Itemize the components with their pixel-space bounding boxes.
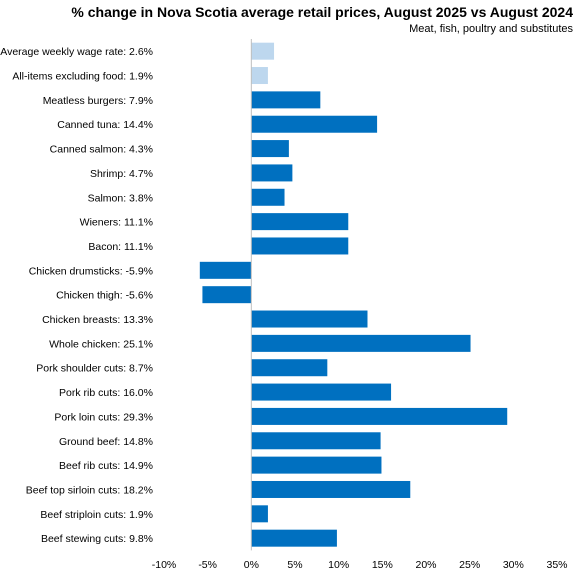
category-label: Average weekly wage rate: 2.6% <box>0 46 153 58</box>
category-label: All-items excluding food: 1.9% <box>12 71 153 83</box>
category-label: Bacon: 11.1% <box>88 241 153 253</box>
category-label: Chicken thigh: -5.6% <box>56 290 153 302</box>
category-label: Whole chicken: 25.1% <box>49 338 153 350</box>
x-tick-label: 5% <box>287 559 302 571</box>
category-label: Canned salmon: 4.3% <box>50 144 153 156</box>
x-tick-label: -5% <box>198 559 217 571</box>
category-label: Canned tuna: 14.4% <box>57 119 153 131</box>
bar <box>251 359 328 377</box>
category-label: Salmon: 3.8% <box>88 192 153 204</box>
category-label: Beef rib cuts: 14.9% <box>59 460 153 472</box>
category-label: Beef stewing cuts: 9.8% <box>41 533 153 545</box>
x-tick-label: 10% <box>328 559 349 571</box>
category-label: Beef striploin cuts: 1.9% <box>40 509 153 521</box>
category-label: Chicken drumsticks: -5.9% <box>29 265 153 277</box>
bar <box>251 407 508 425</box>
category-label: Pork rib cuts: 16.0% <box>59 387 153 399</box>
x-tick-label: 0% <box>244 559 259 571</box>
bar <box>251 432 381 450</box>
x-tick-label: 20% <box>415 559 436 571</box>
category-label: Ground beef: 14.8% <box>59 436 153 448</box>
bar <box>251 140 289 158</box>
chart-title: % change in Nova Scotia average retail p… <box>71 4 573 20</box>
bar <box>251 188 285 206</box>
bar <box>251 334 471 352</box>
chart-subtitle: Meat, fish, poultry and substitutes <box>409 23 573 35</box>
bar <box>251 213 349 231</box>
x-tick-label: 25% <box>459 559 480 571</box>
bar <box>202 286 252 304</box>
x-tick-label: 15% <box>372 559 393 571</box>
bars-group <box>199 42 508 547</box>
category-label: Pork loin cuts: 29.3% <box>54 411 153 423</box>
bar <box>251 115 378 133</box>
category-label: Shrimp: 4.7% <box>90 168 153 180</box>
category-label: Meatless burgers: 7.9% <box>43 95 153 107</box>
category-label: Beef top sirloin cuts: 18.2% <box>26 484 153 496</box>
x-tick-label: -10% <box>152 559 177 571</box>
category-label: Chicken breasts: 13.3% <box>42 314 153 326</box>
bar <box>251 237 349 255</box>
bar <box>251 67 268 85</box>
category-label: Wieners: 11.1% <box>80 217 153 229</box>
bar <box>251 480 411 498</box>
category-label: Pork shoulder cuts: 8.7% <box>36 363 153 375</box>
bar <box>251 164 293 182</box>
bar <box>251 383 392 401</box>
bar <box>251 456 382 474</box>
bar <box>251 42 275 60</box>
bar <box>199 261 252 279</box>
bar <box>251 529 337 547</box>
x-tick-label: 30% <box>503 559 524 571</box>
bar <box>251 505 268 523</box>
x-tick-label: 35% <box>546 559 567 571</box>
x-tick-labels: -10% -5% 0% 5% 10% 15% 20% 25% 30% 35% <box>152 559 568 571</box>
category-labels: Average weekly wage rate: 2.6% All-items … <box>0 46 153 545</box>
bar <box>251 310 368 328</box>
bar <box>251 91 321 109</box>
